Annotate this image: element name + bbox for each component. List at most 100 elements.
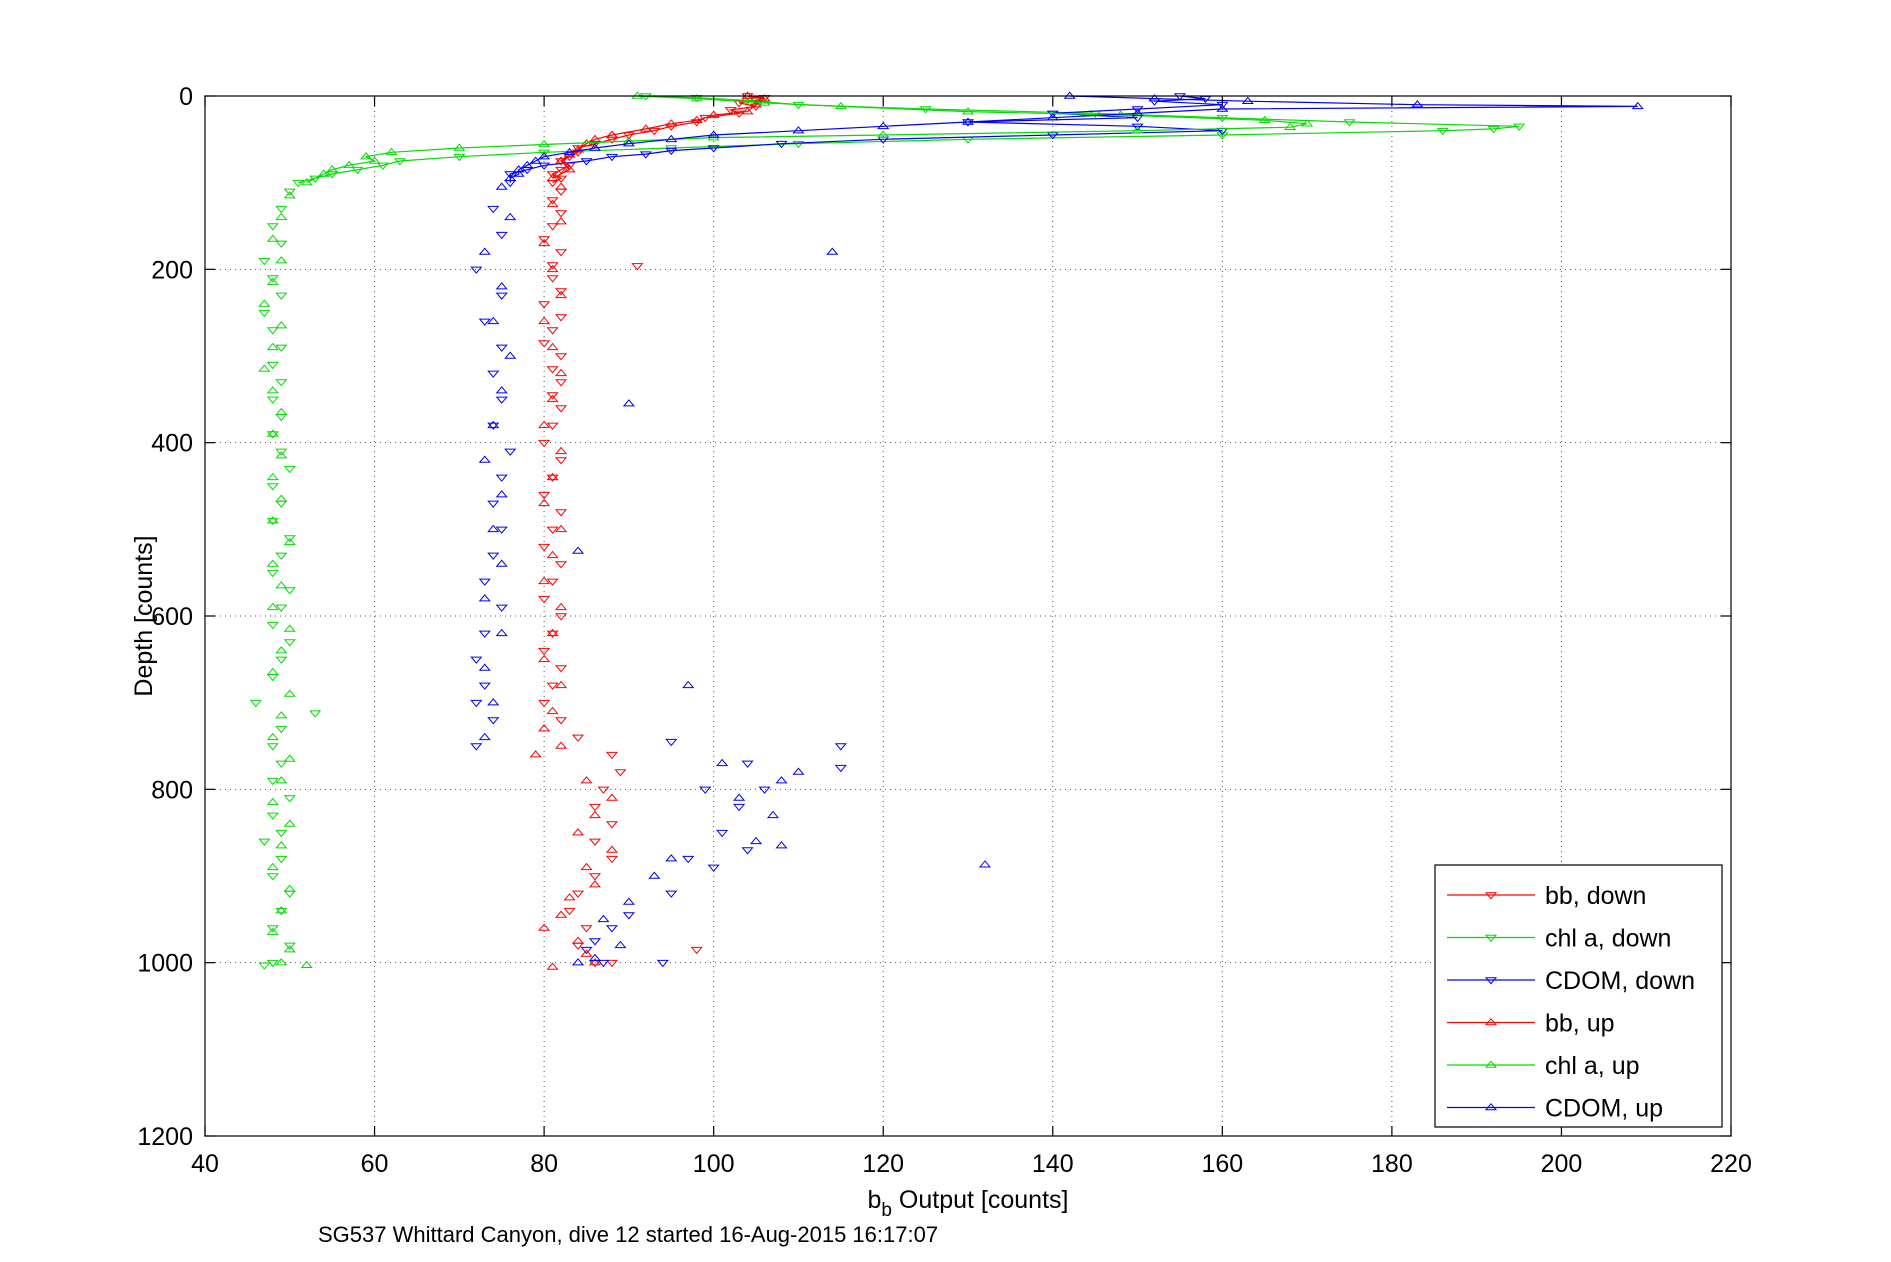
data-point [665, 854, 678, 862]
data-point [266, 386, 279, 394]
data-point [258, 962, 271, 970]
data-point [292, 179, 305, 188]
data-point [275, 407, 288, 416]
data-point [1411, 100, 1424, 108]
data-point [546, 526, 559, 534]
data-point [622, 132, 635, 140]
series-line [306, 95, 1308, 184]
data-point [554, 156, 568, 164]
data-point [538, 439, 551, 448]
series-line [552, 95, 767, 179]
data-point [733, 793, 746, 801]
data-point [741, 91, 754, 99]
legend-entry-bb-up: bb, up [1447, 1010, 1615, 1038]
data-point [1216, 104, 1229, 112]
data-point [554, 446, 568, 455]
x-axis-label-rest: Output [counts] [892, 1186, 1069, 1214]
data-point [1343, 119, 1356, 127]
data-point [554, 379, 568, 387]
data-point [283, 535, 296, 543]
data-point [487, 316, 500, 325]
y-tick-label: 200 [151, 256, 193, 284]
legend-marker [1484, 1017, 1498, 1026]
data-point [266, 396, 279, 404]
data-point [554, 509, 568, 517]
data-point [546, 706, 559, 715]
data-point [605, 153, 619, 162]
data-point [682, 680, 695, 689]
data-point [546, 327, 559, 335]
legend-label: CDOM, up [1545, 1095, 1663, 1123]
data-point [775, 776, 788, 784]
x-tick-label: 200 [1541, 1150, 1583, 1178]
data-point [283, 942, 296, 950]
data-point [275, 292, 288, 300]
data-point [266, 516, 279, 524]
data-point [546, 392, 559, 400]
data-point [283, 191, 296, 199]
data-point [275, 907, 288, 916]
data-point [597, 959, 610, 968]
data-point [283, 689, 296, 697]
data-point [266, 777, 279, 786]
data-point [588, 838, 602, 846]
data-point [1487, 126, 1500, 134]
data-point [1131, 126, 1144, 134]
data-point [275, 760, 288, 768]
data-point [266, 277, 279, 286]
data-point [487, 422, 500, 430]
data-point [775, 841, 788, 849]
data-point [538, 140, 551, 148]
data-point [538, 724, 551, 732]
data-point [631, 91, 644, 99]
data-point [580, 925, 593, 933]
data-point [275, 451, 288, 459]
data-point [682, 855, 695, 864]
x-axis-label-main: b [868, 1186, 882, 1214]
data-point [478, 578, 491, 586]
data-point [580, 949, 593, 957]
data-point [605, 855, 619, 864]
legend-marker [1484, 1060, 1498, 1068]
data-point [571, 145, 585, 153]
data-point [554, 561, 568, 569]
data-point [1436, 127, 1449, 136]
data-point [538, 152, 551, 160]
data-point [275, 344, 288, 352]
x-tick-label: 220 [1710, 1150, 1752, 1178]
data-point [554, 717, 568, 725]
data-point [266, 342, 279, 351]
data-point [495, 386, 508, 394]
data-point [733, 100, 746, 108]
series-cdom-up [478, 91, 1644, 966]
data-point [563, 893, 576, 901]
data-point [588, 143, 602, 151]
data-point [622, 139, 635, 147]
data-point [275, 604, 288, 612]
data-point [597, 786, 610, 794]
data-point [266, 873, 279, 881]
data-point [554, 158, 568, 166]
data-point [631, 263, 644, 271]
data-point [529, 156, 542, 164]
data-point [792, 767, 805, 775]
data-point [275, 205, 288, 214]
data-point [300, 960, 313, 969]
data-point [275, 776, 288, 784]
data-point [275, 906, 288, 914]
data-point [478, 732, 491, 741]
data-point [1131, 108, 1144, 117]
data-point [605, 845, 619, 853]
data-point [283, 624, 296, 632]
data-point [266, 743, 279, 751]
legend-marker [1484, 892, 1498, 900]
data-point [614, 769, 627, 777]
data-point [495, 604, 508, 612]
data-point [546, 197, 559, 205]
data-point [554, 368, 568, 377]
data-point [580, 776, 593, 784]
data-point [529, 750, 542, 758]
data-point [554, 457, 568, 465]
data-point [546, 223, 559, 231]
